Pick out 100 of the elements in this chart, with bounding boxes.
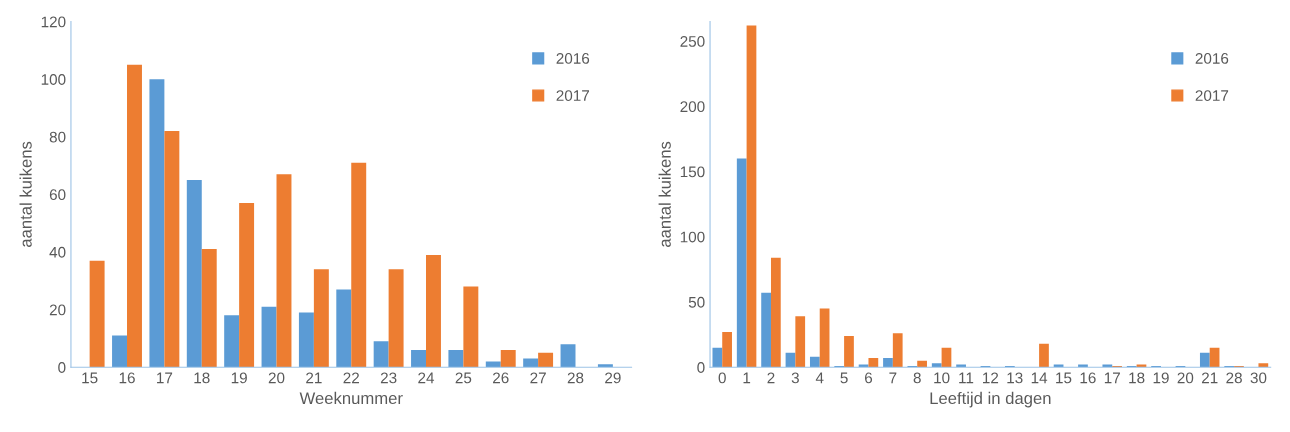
- y-tick-label: 100: [41, 74, 66, 85]
- bar: [239, 203, 255, 368]
- y-tick-label: 50: [688, 296, 705, 308]
- bar: [761, 292, 771, 368]
- bar: [795, 316, 806, 368]
- x-tick-label: 17: [1104, 372, 1120, 384]
- x-tick-label: 12: [983, 372, 999, 384]
- bar: [261, 306, 277, 368]
- x-axis-title: Weeknummer: [299, 391, 403, 405]
- x-tick-label: 1: [743, 372, 751, 384]
- y-tick-label: 120: [41, 16, 66, 28]
- x-tick-label: 19: [1153, 372, 1169, 384]
- bar: [770, 257, 781, 368]
- x-tick-label: 25: [455, 372, 472, 384]
- bar: [1199, 352, 1210, 368]
- legend-label: 2016: [556, 53, 590, 64]
- bar: [941, 347, 952, 368]
- x-tick-label: 20: [1177, 372, 1194, 384]
- bar: [736, 158, 747, 368]
- bar: [809, 356, 820, 368]
- x-tick-label: 15: [82, 372, 98, 384]
- y-tick-label: 0: [697, 362, 705, 373]
- bar: [336, 289, 352, 368]
- bar: [373, 341, 389, 368]
- y-tick-label: 80: [49, 131, 66, 143]
- bar: [868, 358, 879, 368]
- bar: [931, 363, 942, 368]
- legend-label: 2017: [1195, 90, 1229, 102]
- x-tick-label: 20: [268, 372, 285, 384]
- y-axis-title: aantal kuikens: [658, 141, 671, 247]
- bar: [112, 335, 128, 368]
- x-tick-label: 11: [959, 372, 974, 384]
- bar: [844, 335, 854, 368]
- x-tick-label: 21: [306, 372, 322, 384]
- y-axis-title: aantal kuikens: [19, 141, 32, 247]
- legend-label: 2017: [556, 90, 590, 102]
- bar: [560, 344, 576, 368]
- y-tick-label: 0: [58, 362, 66, 373]
- bar: [819, 308, 830, 368]
- x-tick-label: 5: [840, 372, 848, 384]
- x-tick-label: 15: [1056, 372, 1072, 384]
- y-tick-label: 60: [49, 189, 66, 201]
- x-tick-label: 14: [1031, 372, 1048, 384]
- bar: [722, 331, 732, 368]
- bar: [201, 249, 217, 368]
- bar: [351, 162, 367, 368]
- x-tick-label: 8: [913, 372, 921, 384]
- bar: [785, 352, 796, 368]
- bar: [224, 315, 240, 368]
- y-tick-label: 150: [680, 166, 705, 178]
- x-tick-label: 7: [889, 372, 897, 384]
- x-tick-label: 27: [530, 372, 546, 384]
- bar: [313, 269, 329, 368]
- x-tick-label: 3: [791, 372, 799, 384]
- x-tick-label: 24: [418, 372, 435, 384]
- bar: [500, 349, 516, 368]
- x-tick-label: 18: [194, 372, 210, 384]
- bar: [485, 361, 501, 368]
- bar: [89, 260, 105, 368]
- x-tick-label: 23: [380, 372, 397, 384]
- y-tick-label: 20: [49, 304, 66, 316]
- x-tick-label: 2: [767, 372, 775, 384]
- x-tick-label: 18: [1129, 372, 1145, 384]
- y-tick-label: 250: [680, 36, 705, 47]
- x-tick-label: 21: [1201, 372, 1218, 384]
- bar: [388, 269, 404, 368]
- x-tick-label: 6: [865, 372, 873, 384]
- bar: [149, 79, 165, 368]
- x-tick-label: 0: [718, 372, 726, 384]
- bar: [712, 347, 723, 368]
- x-tick-label: 4: [815, 372, 824, 384]
- bar: [523, 358, 539, 368]
- x-axis-title: Leeftijd in dagen: [930, 391, 1051, 408]
- bar: [1258, 363, 1269, 368]
- x-tick-label: 28: [1226, 372, 1242, 384]
- bar: [127, 64, 142, 368]
- x-tick-label: 28: [567, 372, 584, 384]
- x-tick-label: 16: [119, 372, 135, 384]
- bar: [426, 254, 441, 368]
- bar: [1209, 347, 1220, 368]
- bar: [538, 352, 554, 368]
- bar: [298, 312, 314, 368]
- y-tick-label: 100: [680, 231, 705, 243]
- x-tick-label: 26: [493, 372, 509, 384]
- bar: [1039, 343, 1049, 368]
- x-tick-label: 19: [231, 372, 247, 384]
- x-tick-label: 30: [1250, 372, 1267, 384]
- x-tick-label: 16: [1080, 372, 1096, 384]
- x-tick-label: 29: [605, 372, 621, 384]
- legend-label: 2016: [1195, 53, 1229, 64]
- y-tick-label: 40: [49, 246, 66, 258]
- bar: [186, 180, 202, 368]
- bar: [164, 131, 180, 368]
- bar: [276, 174, 292, 368]
- bar: [448, 349, 464, 368]
- bar: [746, 25, 757, 368]
- bar: [917, 360, 927, 368]
- x-tick-label: 10: [934, 372, 950, 384]
- bar: [411, 349, 426, 368]
- x-tick-label: 13: [1007, 372, 1023, 384]
